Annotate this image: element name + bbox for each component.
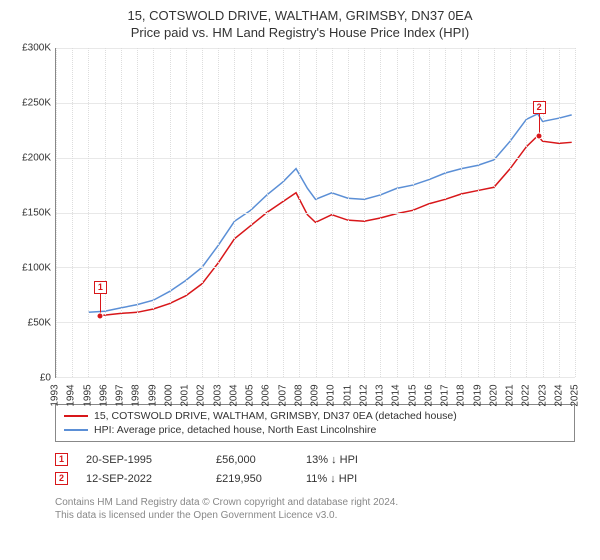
chart-area: 12 £0£50K£100K£150K£200K£250K£300K199319…: [55, 48, 575, 398]
plot-area: 12: [55, 48, 575, 378]
x-axis-label: 2020: [488, 384, 499, 406]
chart-title-address: 15, COTSWOLD DRIVE, WALTHAM, GRIMSBY, DN…: [15, 8, 585, 23]
y-axis-label: £0: [11, 373, 51, 384]
y-axis-label: £50K: [11, 318, 51, 329]
callout-row: 2 12-SEP-2022£219,95011% ↓ HPI: [55, 469, 585, 488]
x-axis-label: 2022: [521, 384, 532, 406]
x-axis-label: 2021: [505, 384, 516, 406]
marker-box-2: 2: [533, 101, 546, 114]
x-axis-label: 2006: [261, 384, 272, 406]
callout-table: 1 20-SEP-1995£56,00013% ↓ HPI 2 12-SEP-2022…: [55, 450, 585, 488]
x-axis-label: 2008: [293, 384, 304, 406]
y-axis-label: £250K: [11, 98, 51, 109]
x-axis-label: 2002: [196, 384, 207, 406]
footer-line1: Contains HM Land Registry data © Crown c…: [55, 496, 585, 509]
x-axis-label: 2023: [537, 384, 548, 406]
x-axis-label: 2017: [440, 384, 451, 406]
legend: 15, COTSWOLD DRIVE, WALTHAM, GRIMSBY, DN…: [55, 404, 575, 442]
x-axis-label: 2004: [228, 384, 239, 406]
legend-label: 15, COTSWOLD DRIVE, WALTHAM, GRIMSBY, DN…: [94, 410, 457, 422]
callout-row: 1 20-SEP-1995£56,00013% ↓ HPI: [55, 450, 585, 469]
x-axis-label: 2011: [342, 385, 353, 407]
y-axis-label: £100K: [11, 263, 51, 274]
y-axis-label: £200K: [11, 153, 51, 164]
marker-box-1: 1: [94, 281, 107, 294]
y-axis-label: £300K: [11, 43, 51, 54]
callout-number: 1: [55, 453, 68, 466]
footer-line2: This data is licensed under the Open Gov…: [55, 509, 585, 522]
marker-dot-1: [96, 313, 103, 320]
x-axis-label: 1997: [115, 384, 126, 406]
x-axis-label: 2013: [375, 384, 386, 406]
x-axis-label: 2014: [391, 384, 402, 406]
series-price_paid: [100, 136, 572, 316]
x-axis-label: 1993: [50, 384, 61, 406]
callout-date: 20-SEP-1995: [86, 454, 216, 466]
callout-pct: 11% ↓ HPI: [306, 473, 416, 485]
x-axis-label: 2012: [358, 384, 369, 406]
legend-row: 15, COTSWOLD DRIVE, WALTHAM, GRIMSBY, DN…: [64, 409, 566, 423]
legend-label: HPI: Average price, detached house, Nort…: [94, 424, 376, 436]
x-axis-label: 2005: [245, 384, 256, 406]
x-axis-label: 2024: [553, 384, 564, 406]
x-axis-label: 2001: [180, 384, 191, 406]
footer-attribution: Contains HM Land Registry data © Crown c…: [55, 496, 585, 522]
x-axis-label: 2010: [326, 384, 337, 406]
x-axis-label: 1995: [82, 384, 93, 406]
callout-pct: 13% ↓ HPI: [306, 454, 416, 466]
chart-container: 15, COTSWOLD DRIVE, WALTHAM, GRIMSBY, DN…: [0, 0, 600, 527]
x-axis-label: 2003: [212, 384, 223, 406]
chart-title-sub: Price paid vs. HM Land Registry's House …: [15, 25, 585, 40]
x-axis-label: 2016: [423, 384, 434, 406]
legend-swatch: [64, 415, 88, 417]
callout-number: 2: [55, 472, 68, 485]
marker-dot-2: [535, 133, 542, 140]
callout-price: £56,000: [216, 454, 306, 466]
x-axis-label: 1996: [98, 384, 109, 406]
x-axis-label: 2000: [163, 384, 174, 406]
x-axis-label: 1998: [131, 384, 142, 406]
legend-swatch: [64, 429, 88, 431]
x-axis-label: 1994: [66, 384, 77, 406]
y-axis-label: £150K: [11, 208, 51, 219]
x-axis-label: 2019: [472, 384, 483, 406]
x-axis-label: 2025: [570, 384, 581, 406]
legend-row: HPI: Average price, detached house, Nort…: [64, 423, 566, 437]
x-axis-label: 2015: [407, 384, 418, 406]
x-axis-label: 2018: [456, 384, 467, 406]
callout-price: £219,950: [216, 473, 306, 485]
x-axis-label: 2009: [310, 384, 321, 406]
callout-date: 12-SEP-2022: [86, 473, 216, 485]
x-axis-label: 2007: [277, 384, 288, 406]
x-axis-label: 1999: [147, 384, 158, 406]
